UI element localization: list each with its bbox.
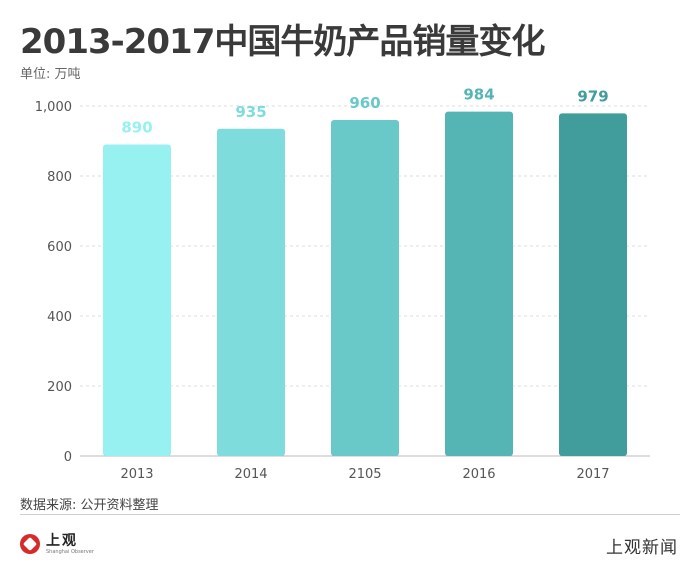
x-tick-label: 2017: [576, 467, 609, 482]
y-tick-label: 1,000: [35, 100, 72, 115]
bar: [217, 128, 285, 456]
y-tick-label: 0: [64, 450, 72, 465]
bar: [559, 113, 627, 456]
x-tick-label: 2016: [462, 467, 495, 482]
y-tick-label: 800: [47, 170, 72, 185]
x-axis: 2013 2014 2105 2016 2017: [120, 467, 609, 482]
data-label: 984: [463, 86, 494, 104]
logo-icon: [20, 534, 40, 554]
chart-title: 2013-2017中国牛奶产品销量变化: [20, 22, 545, 62]
y-axis: 0 200 400 600 800 1,000: [35, 100, 72, 465]
bar: [331, 120, 399, 456]
bar: [445, 111, 513, 456]
footer-divider: [20, 514, 680, 515]
data-source: 数据来源: 公开资料整理: [20, 498, 159, 513]
data-labels: 890 935 960 984 979: [121, 86, 608, 137]
data-label: 935: [235, 103, 266, 121]
logo-subtitle: Shanghai Observer: [46, 548, 94, 555]
shanghai-observer-logo: 上观 Shanghai Observer: [20, 532, 94, 556]
unit-label: 单位: 万吨: [20, 67, 81, 82]
data-label: 890: [121, 119, 152, 137]
data-label: 979: [577, 87, 608, 105]
x-tick-label: 2105: [348, 467, 381, 482]
x-tick-label: 2013: [120, 467, 153, 482]
x-tick-label: 2014: [234, 467, 267, 482]
y-tick-label: 600: [47, 240, 72, 255]
data-label: 960: [349, 94, 380, 112]
watermark: 上观新闻: [606, 538, 678, 558]
y-tick-label: 200: [47, 380, 72, 395]
logo-name: 上观: [46, 532, 78, 549]
y-tick-label: 400: [47, 310, 72, 325]
bars: [103, 111, 627, 456]
bar: [103, 144, 171, 456]
